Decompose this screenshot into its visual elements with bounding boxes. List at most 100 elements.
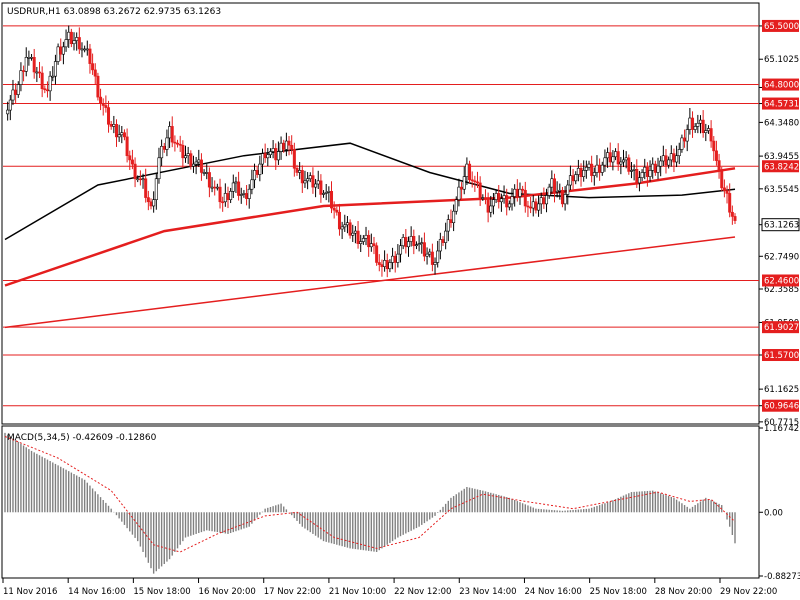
candle-body xyxy=(523,189,527,207)
candle-body xyxy=(560,189,564,205)
level-label-box xyxy=(762,274,799,287)
candle-body xyxy=(38,71,42,74)
candle-body xyxy=(85,48,89,51)
candle-body xyxy=(608,152,612,163)
candle-body xyxy=(27,57,31,59)
candle-body xyxy=(343,224,347,228)
candle-body xyxy=(40,72,44,90)
candle-body xyxy=(383,260,387,267)
candle-body xyxy=(584,166,588,171)
candle-body xyxy=(696,122,700,127)
candle-body xyxy=(253,170,257,181)
macd-tick-label: 0.00 xyxy=(764,508,783,518)
candle-body xyxy=(712,140,716,152)
candle-body xyxy=(635,169,639,184)
candle-body xyxy=(667,159,671,166)
current-price-text: 63.1263 xyxy=(764,221,799,231)
candle-body xyxy=(473,180,477,183)
macd-signal-line xyxy=(4,436,736,553)
candle-body xyxy=(101,103,105,106)
candle-body xyxy=(152,199,156,207)
candle-body xyxy=(476,181,480,184)
candle-body xyxy=(218,186,222,203)
candle-body xyxy=(290,144,294,150)
candle-body xyxy=(574,174,578,182)
candle-body xyxy=(369,243,373,248)
candle-body xyxy=(93,69,97,77)
candle-body xyxy=(632,169,636,171)
candle-body xyxy=(279,142,283,152)
candle-body xyxy=(213,186,217,189)
time-axis: 11 Nov 2016 14 Nov 16:00 15 Nov 18:00 16 No… xyxy=(2,578,777,597)
candle-body xyxy=(138,178,142,181)
candle-body xyxy=(51,75,55,78)
candle-body xyxy=(170,126,174,143)
candle-body xyxy=(526,205,530,208)
macd-plot xyxy=(4,432,736,574)
candle-body xyxy=(364,234,368,239)
support-trendline xyxy=(4,236,736,329)
candle-body xyxy=(80,48,84,51)
candle-body xyxy=(619,161,623,165)
candle-body xyxy=(311,175,315,188)
candle-body xyxy=(64,39,68,48)
candle-body xyxy=(669,153,673,161)
candle-body xyxy=(404,237,408,248)
time-tick-label: 23 Nov 14:00 xyxy=(459,587,516,597)
candle-body xyxy=(112,124,116,127)
candle-body xyxy=(199,159,203,173)
candle-body xyxy=(714,150,718,161)
candle-body xyxy=(510,196,514,205)
candle-body xyxy=(717,160,721,171)
price-tick-label: 64.3480 xyxy=(764,118,799,128)
candle-body xyxy=(406,241,410,248)
candle-body xyxy=(191,163,195,167)
candle-body xyxy=(114,124,118,138)
candle-body xyxy=(539,197,543,205)
candle-body xyxy=(247,188,251,199)
candle-body xyxy=(672,153,676,163)
candle-body xyxy=(542,197,546,205)
candle-body xyxy=(637,177,641,184)
candle-body xyxy=(176,142,180,145)
candle-body xyxy=(266,154,270,159)
candle-body xyxy=(99,96,103,104)
time-tick-label: 28 Nov 20:00 xyxy=(655,587,712,597)
candle-body xyxy=(680,137,684,150)
candle-body xyxy=(486,197,490,213)
candle-body xyxy=(497,193,501,203)
candle-body xyxy=(401,237,405,247)
candle-body xyxy=(598,164,602,173)
candle-body xyxy=(306,178,310,182)
candle-body xyxy=(245,193,249,199)
candle-body xyxy=(53,61,57,77)
candle-body xyxy=(590,163,594,176)
candle-body xyxy=(61,46,65,55)
candle-body xyxy=(648,170,652,177)
candle-body xyxy=(35,71,39,74)
candle-body xyxy=(282,142,286,150)
candle-body xyxy=(521,188,525,191)
candle-body xyxy=(616,151,620,165)
candle-body xyxy=(69,31,73,45)
candle-body xyxy=(242,193,246,195)
candle-body xyxy=(255,170,259,175)
candle-body xyxy=(353,230,357,234)
candle-body xyxy=(181,144,185,159)
candle-body xyxy=(499,198,503,203)
candle-body xyxy=(45,89,49,92)
candle-body xyxy=(611,156,615,163)
candle-body xyxy=(430,251,434,265)
candle-body xyxy=(462,176,466,190)
price-tick-label: 62.7490 xyxy=(764,252,799,262)
candle-body xyxy=(661,155,665,162)
candle-body xyxy=(83,48,87,51)
candle-body xyxy=(449,219,453,224)
level-label-text: 65.5000 xyxy=(764,22,799,32)
candle-body xyxy=(239,194,243,196)
candle-body xyxy=(558,189,562,192)
candle-body xyxy=(377,262,381,265)
candle-body xyxy=(128,155,132,161)
price-tick-label: 61.1625 xyxy=(764,385,799,395)
